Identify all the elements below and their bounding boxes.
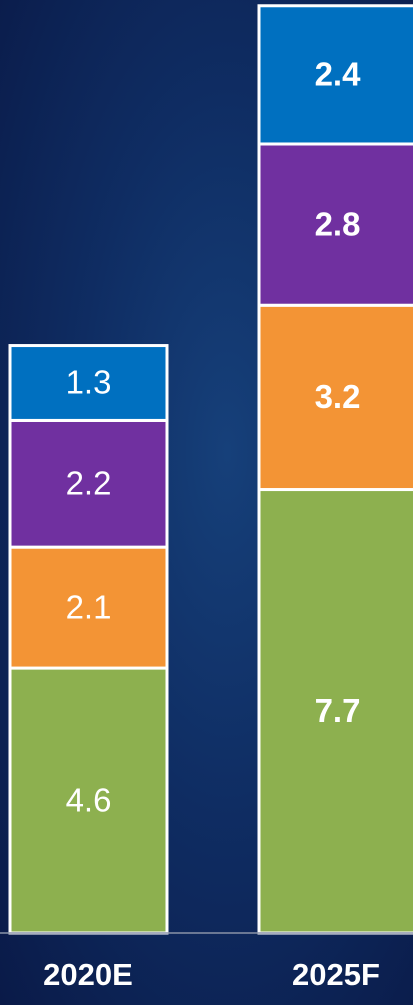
value-label: 2.2 xyxy=(66,464,112,501)
value-label: 2.1 xyxy=(66,588,112,625)
bar-segment xyxy=(8,666,169,935)
value-label: 2.4 xyxy=(315,56,362,93)
x-tick-label: 2020E xyxy=(43,957,133,992)
bar-segment xyxy=(8,545,169,670)
value-label: 7.7 xyxy=(315,692,361,729)
x-tick-label: 2025F xyxy=(292,957,380,992)
value-label: 2.8 xyxy=(315,205,361,242)
bar-segment xyxy=(257,488,413,935)
value-label: 4.6 xyxy=(66,781,112,818)
bar-segment xyxy=(8,344,169,422)
value-label: 3.2 xyxy=(315,378,361,415)
value-label: 1.3 xyxy=(66,364,112,401)
bar-segment xyxy=(257,4,413,146)
